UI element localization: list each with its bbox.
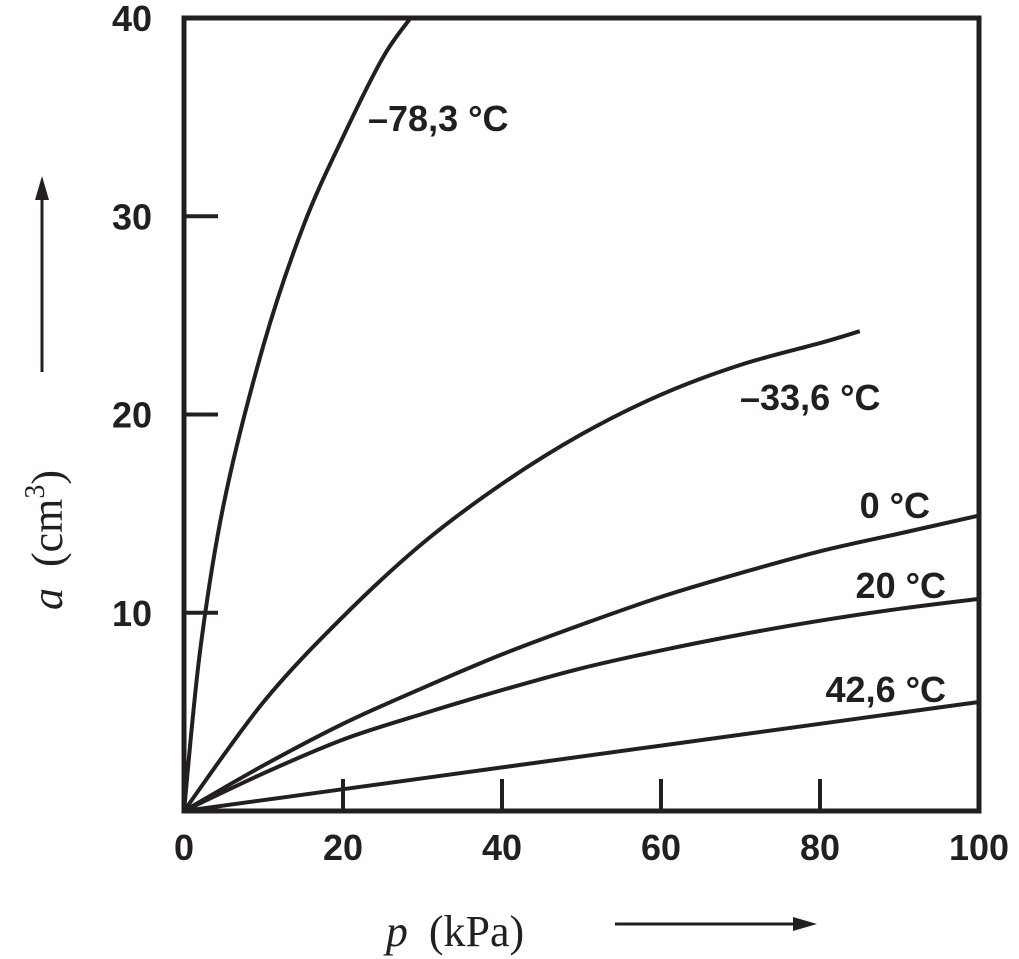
isotherm-curve-0-c xyxy=(183,513,980,813)
x-tick-label: 20 xyxy=(323,827,363,868)
y-axis-unit-close: ) xyxy=(23,470,72,485)
x-axis-title: p (kPa) xyxy=(383,907,524,956)
isotherm-curve-20-c xyxy=(183,596,980,813)
y-tick-label: 20 xyxy=(112,395,152,436)
y-tick-label: 10 xyxy=(112,593,152,634)
isotherm-curve-33-6-c xyxy=(182,329,861,813)
y-axis-unit-superscript: 3 xyxy=(20,485,51,499)
x-axis-symbol: p xyxy=(383,907,408,956)
y-axis-symbol: a xyxy=(23,588,72,610)
curve-label-33-6-c: –33,6 °C xyxy=(740,377,880,418)
x-tick-label: 80 xyxy=(800,827,840,868)
x-axis-ticks: 0 20 40 60 80 100 xyxy=(174,779,1009,868)
curve-label-0-c: 0 °C xyxy=(860,485,930,526)
y-axis-ticks: 10 20 30 40 xyxy=(112,0,218,634)
x-tick-label: 0 xyxy=(174,827,194,868)
x-axis-arrow xyxy=(615,917,817,931)
curve-label-42-6-c: 42,6 °C xyxy=(826,669,946,710)
y-axis-unit: (cm xyxy=(23,499,72,567)
isotherm-curves xyxy=(182,16,980,813)
curve-labels: –78,3 °C –33,6 °C 0 °C 20 °C 42,6 °C xyxy=(368,98,946,710)
y-tick-label: 30 xyxy=(112,196,152,237)
x-axis-unit: (kPa) xyxy=(429,907,524,956)
x-tick-label: 40 xyxy=(482,827,522,868)
y-axis-arrow xyxy=(35,176,49,372)
curve-label-78-3-c: –78,3 °C xyxy=(368,98,508,139)
y-tick-label: 40 xyxy=(112,0,152,39)
x-tick-label: 60 xyxy=(641,827,681,868)
isotherm-curve-78-3-c xyxy=(182,16,413,812)
isotherm-curve-42-6-c xyxy=(183,700,980,813)
x-tick-label: 100 xyxy=(949,827,1009,868)
curve-label-20-c: 20 °C xyxy=(856,565,946,606)
y-axis-title: a (cm3) xyxy=(20,470,72,610)
